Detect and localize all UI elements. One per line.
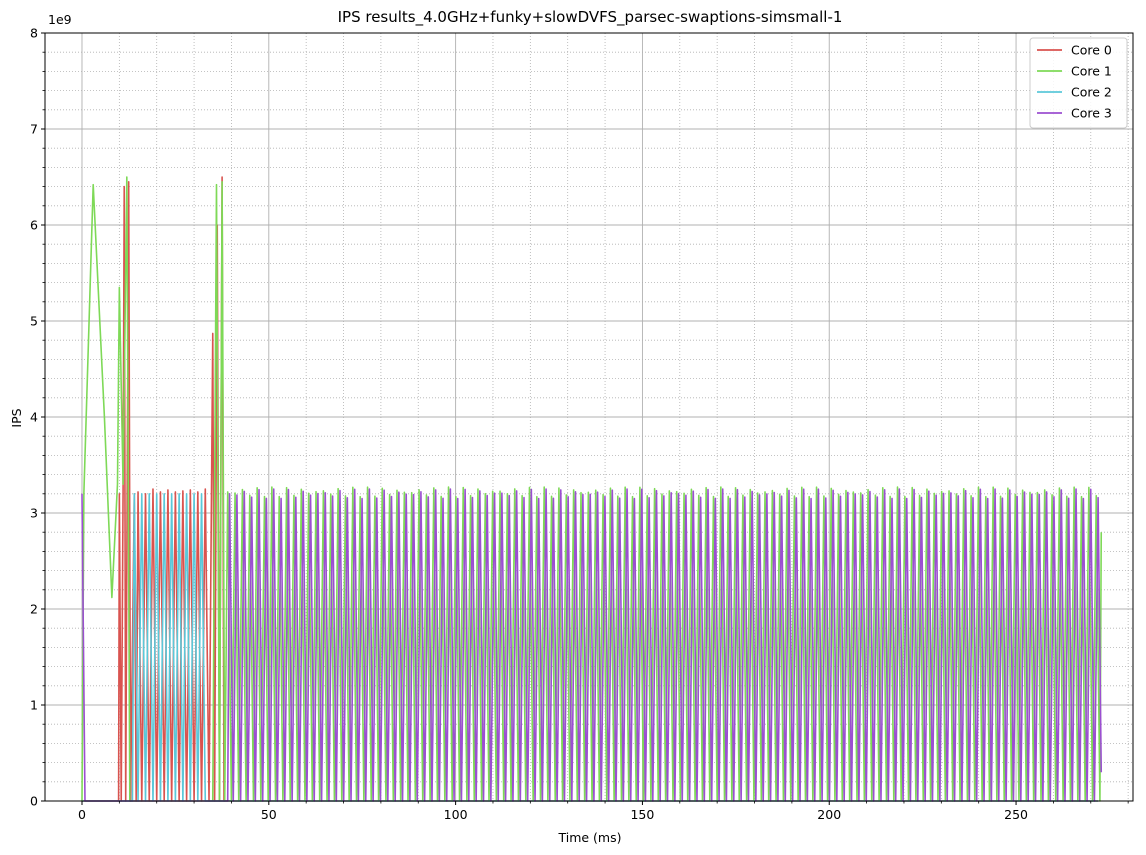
x-tick-label: 0 bbox=[78, 807, 86, 822]
y-tick-label: 3 bbox=[30, 506, 38, 521]
legend-label: Core 3 bbox=[1071, 106, 1112, 121]
y-tick-label: 7 bbox=[30, 122, 38, 137]
legend-label: Core 1 bbox=[1071, 64, 1112, 79]
x-tick-label: 50 bbox=[261, 807, 277, 822]
y-tick-label: 0 bbox=[30, 794, 38, 809]
x-tick-label: 100 bbox=[444, 807, 468, 822]
y-tick-label: 2 bbox=[30, 602, 38, 617]
tick-layer: 0 50 100 150 200 250 0 1 2 3 4 5 6 7 8 bbox=[30, 26, 1129, 822]
y-tick-label: 5 bbox=[30, 314, 38, 329]
x-axis-label: Time (ms) bbox=[557, 830, 621, 845]
x-tick-label: 150 bbox=[630, 807, 654, 822]
y-tick-label: 6 bbox=[30, 218, 38, 233]
series-layer bbox=[81, 176, 1103, 802]
series-line-core-1 bbox=[81, 176, 1103, 802]
x-tick-label: 250 bbox=[1004, 807, 1028, 822]
chart-title: IPS results_4.0GHz+funky+slowDVFS_parsec… bbox=[338, 8, 843, 27]
x-tick-label: 200 bbox=[817, 807, 841, 822]
y-tick-label: 8 bbox=[30, 26, 38, 41]
series-line-core-2 bbox=[81, 493, 1099, 802]
y-tick-label: 1 bbox=[30, 698, 38, 713]
legend-label: Core 2 bbox=[1071, 85, 1112, 100]
y-tick-label: 4 bbox=[30, 410, 38, 425]
y-axis-label: IPS bbox=[9, 408, 24, 427]
legend-label: Core 0 bbox=[1071, 43, 1112, 58]
legend: Core 0 Core 1 Core 2 Core 3 bbox=[1029, 37, 1128, 129]
legend-box bbox=[1029, 37, 1128, 129]
y-offset-label: 1e9 bbox=[48, 12, 72, 27]
